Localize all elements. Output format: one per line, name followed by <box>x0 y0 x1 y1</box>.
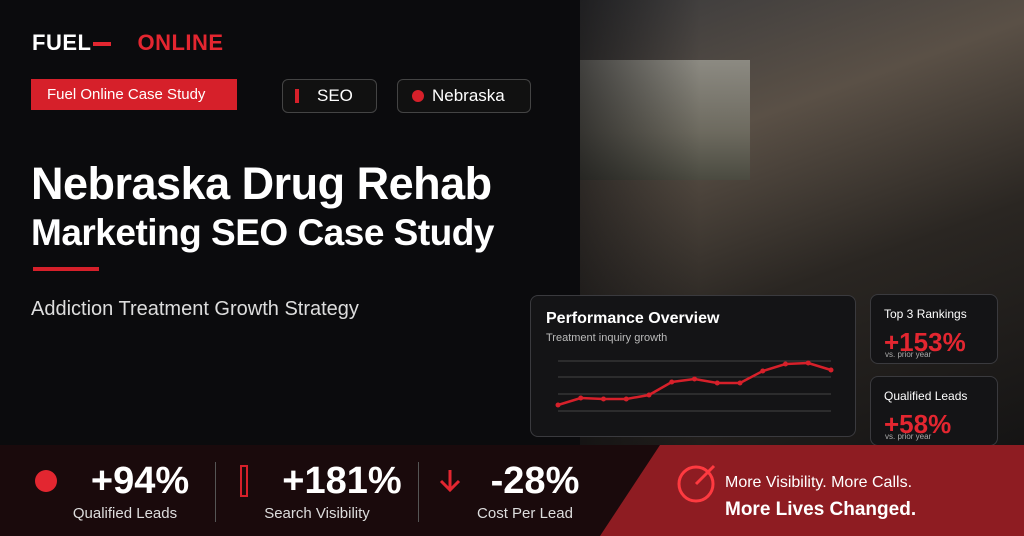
underline <box>33 267 99 271</box>
stat-icon <box>240 465 248 497</box>
stat: +94% Qualified Leads <box>55 460 225 522</box>
card-value: +153% <box>884 327 966 357</box>
logo-right: ONLINE <box>137 30 224 55</box>
card-label: Top 3 Rankings <box>884 307 967 321</box>
trend-point <box>555 402 561 408</box>
card-label: Qualified Leads <box>884 389 968 403</box>
tagline: More Visibility. More Calls. <box>725 474 913 491</box>
performance-subtitle: Treatment inquiry growth <box>546 332 668 344</box>
metric-card: Qualified Leads +58% vs. prior year <box>870 376 998 446</box>
trend-point <box>737 380 743 386</box>
trend-point <box>828 367 834 373</box>
badge: Fuel Online Case Study <box>31 79 237 110</box>
stat: -28% Cost Per Lead <box>470 460 600 522</box>
subtitle: Addiction Treatment Growth Strategy <box>31 298 359 320</box>
trend-point <box>578 395 584 401</box>
stat-value: +181% <box>282 460 402 502</box>
metric-card: Top 3 Rankings +153% vs. prior year <box>870 294 998 364</box>
logo: FUEL ONLINE <box>32 30 224 56</box>
stat-label: Cost Per Lead <box>477 505 573 522</box>
target-icon <box>677 464 716 503</box>
sparkline <box>555 360 834 412</box>
stat-label: Search Visibility <box>264 505 370 522</box>
tag-icon <box>412 90 424 102</box>
trend-line <box>557 361 832 407</box>
stat-icon <box>35 470 57 492</box>
tagline-panel <box>600 445 1024 536</box>
performance-title: Performance Overview <box>546 310 720 327</box>
card-note: vs. prior year <box>885 350 932 359</box>
tag: SEO <box>282 79 377 113</box>
separator <box>418 462 419 522</box>
trend-point <box>623 396 629 402</box>
tagline-strong: More Lives Changed. <box>725 499 917 520</box>
tag: Nebraska <box>397 79 531 113</box>
trend-point <box>805 360 811 366</box>
title-line: Nebraska Drug Rehab <box>31 158 492 209</box>
card-note: vs. prior year <box>885 432 932 441</box>
trend-point <box>692 376 697 382</box>
performance-card: Performance Overview Treatment inquiry g… <box>530 295 856 437</box>
separator <box>215 462 216 522</box>
trend-point <box>669 379 675 385</box>
card-value: +58% <box>884 409 952 439</box>
stat-label: Qualified Leads <box>72 505 178 522</box>
trend-point <box>601 396 606 402</box>
logo-bar <box>93 42 112 47</box>
trend-point <box>760 368 766 374</box>
tag-icon <box>295 89 299 103</box>
stat-value: +94% <box>90 460 190 502</box>
logo-left: FUEL <box>32 30 92 55</box>
trend-point <box>783 361 788 367</box>
grid <box>558 360 831 412</box>
trend-point <box>646 392 652 398</box>
trend-point <box>714 380 720 386</box>
title-line: Marketing SEO Case Study <box>31 212 494 253</box>
stat-value: -28% <box>490 460 580 502</box>
tag-text: SEO <box>317 86 353 105</box>
tag-text: Nebraska <box>432 86 505 105</box>
stat: +181% Search Visibility <box>262 460 422 522</box>
stat-icon <box>439 470 461 493</box>
